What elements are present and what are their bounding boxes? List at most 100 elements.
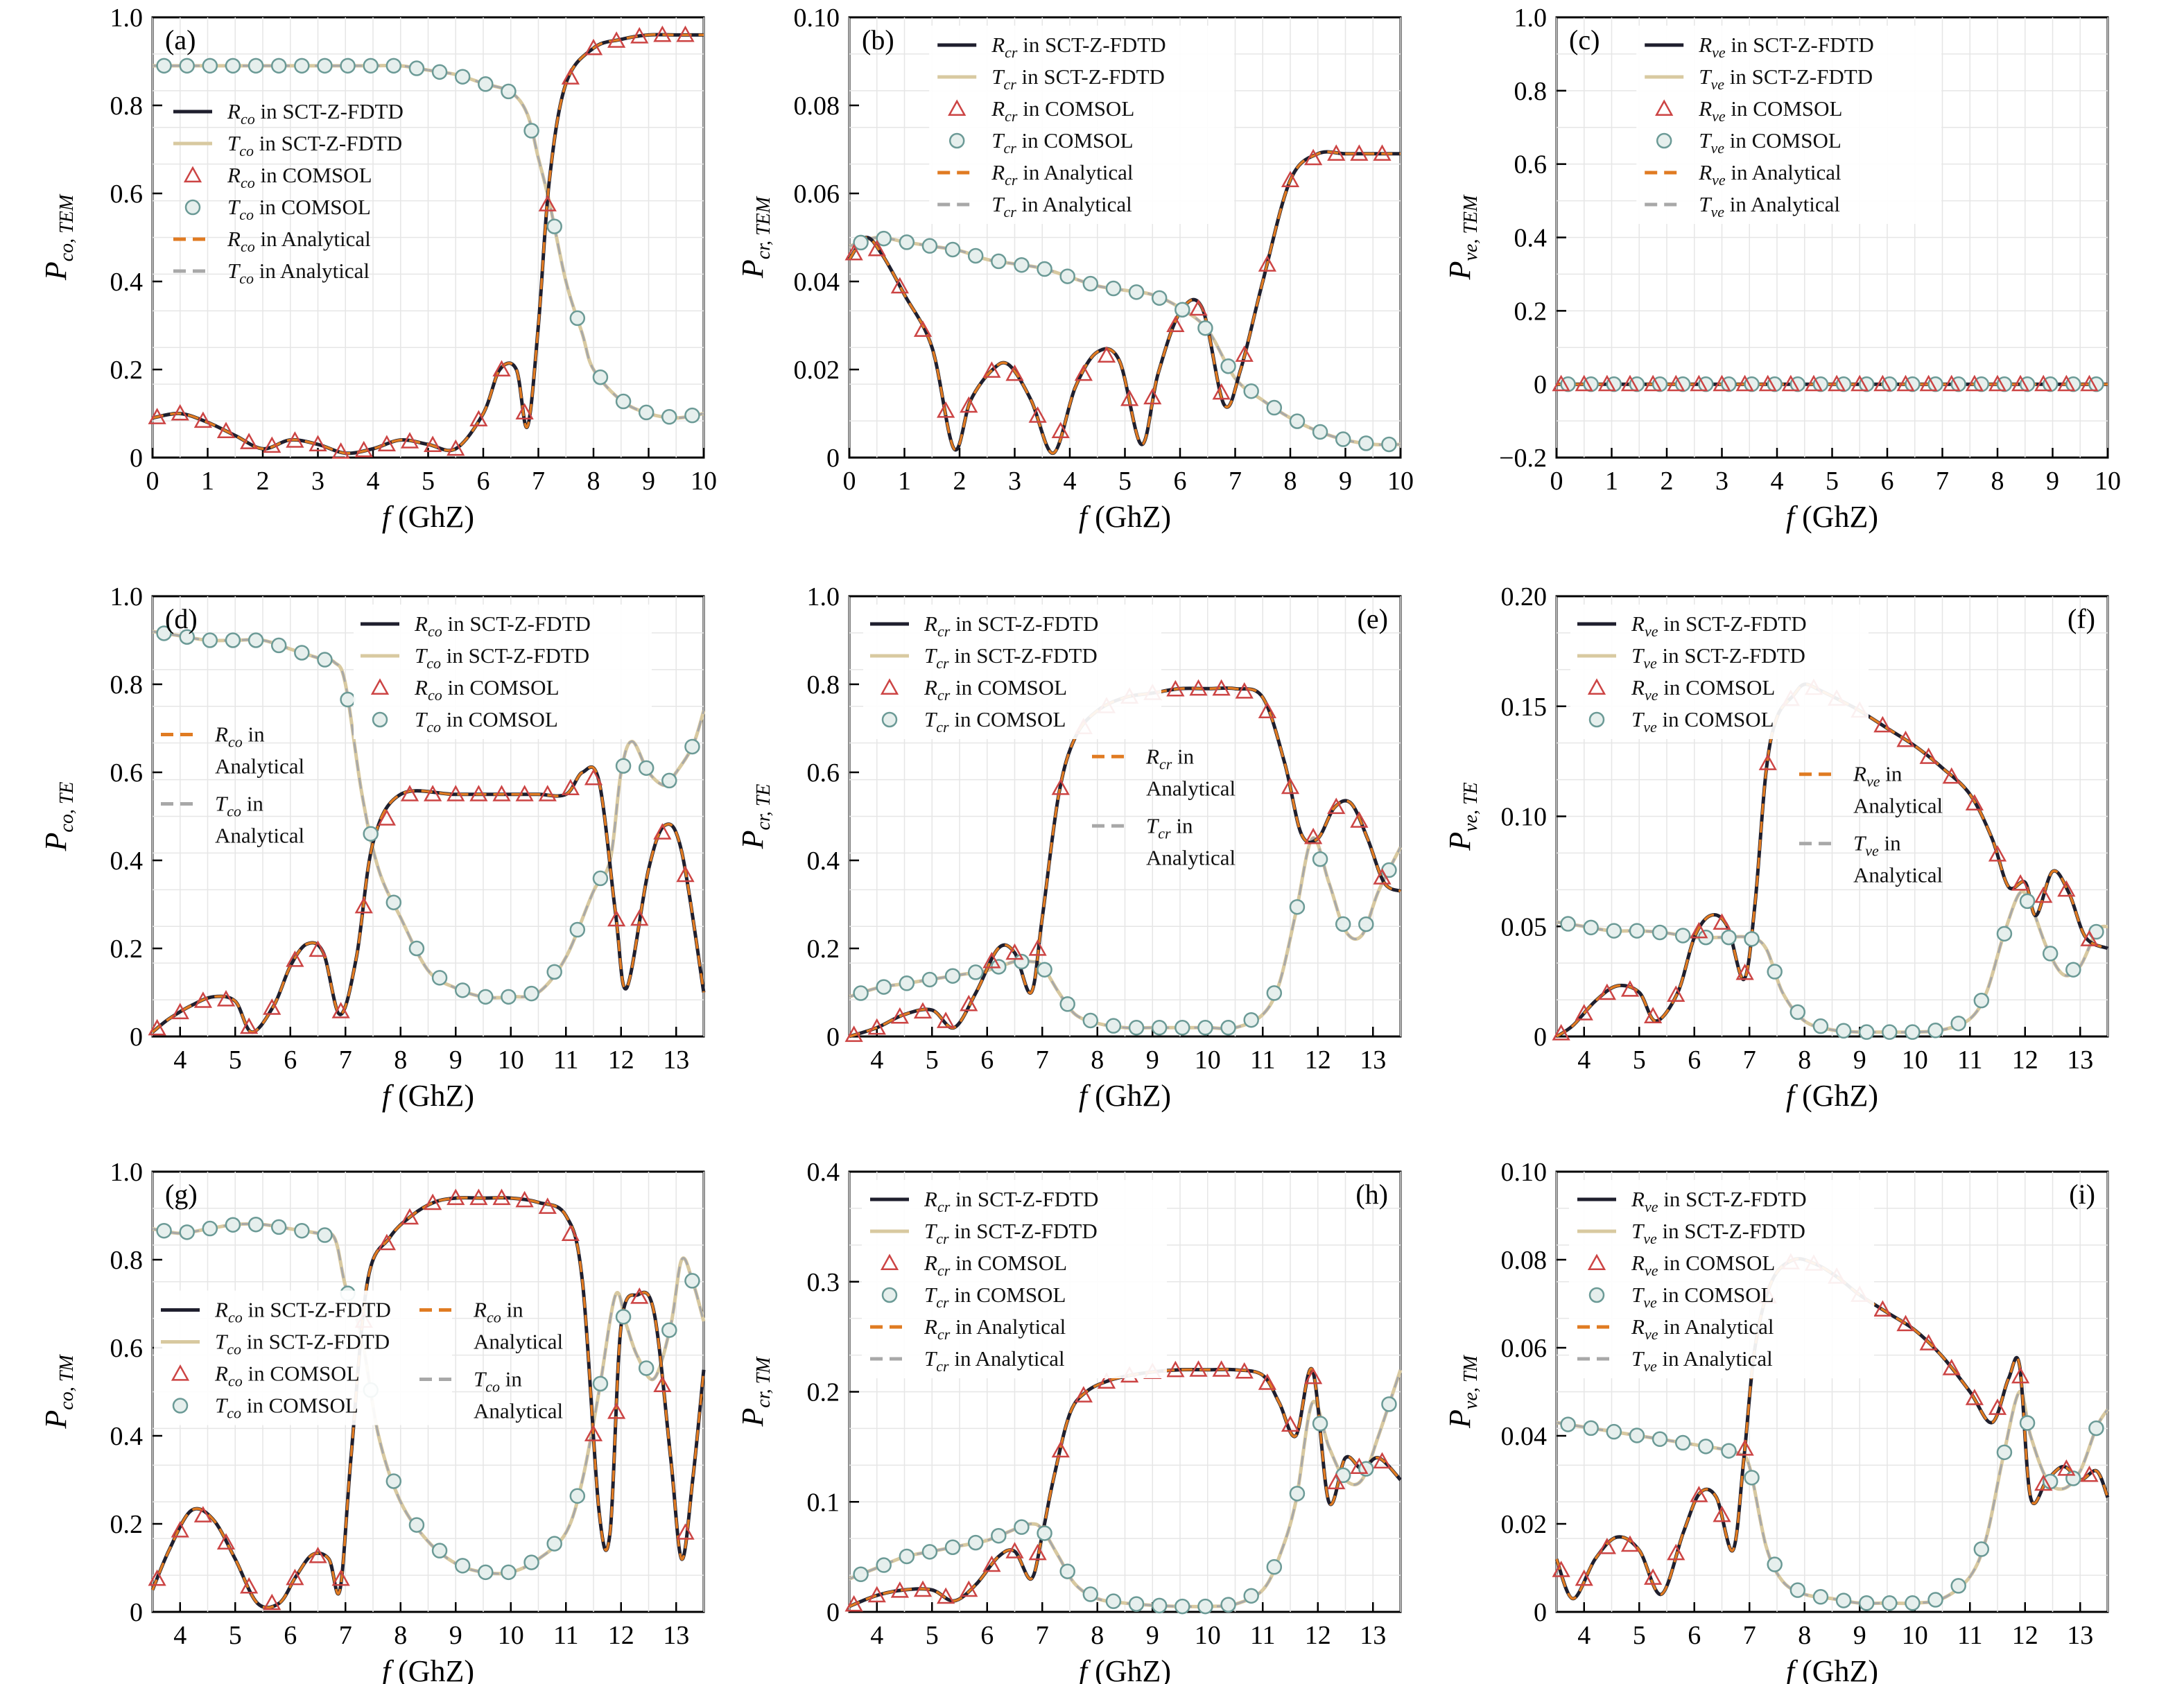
legend-label: Rcr in SCT-Z-FDTD (991, 33, 1165, 61)
legend-subscript: co (227, 1341, 241, 1358)
legend-suffix: in COMSOL (241, 1394, 358, 1418)
x-tick-label: 4 (173, 1045, 187, 1075)
y-tick-label: 0.1 (807, 1488, 840, 1517)
x-tick-label: 4 (367, 467, 380, 496)
legend-symbol-letter: R (1631, 1187, 1645, 1211)
comsol-R-point (1873, 374, 1892, 392)
legend-symbol-letter: R (1698, 33, 1712, 57)
x-axis-title: f (GhZ) (382, 1654, 474, 1684)
comsol-R-point (1965, 374, 1984, 392)
comsol-R-point (1166, 679, 1185, 697)
legend-label: Rco in (473, 1298, 523, 1326)
y-tick-label: 0.8 (807, 670, 840, 700)
comsol-R-point (1350, 1457, 1369, 1475)
legend-suffix: in SCT-Z-FDTD (1657, 1219, 1805, 1243)
comsol-R-point (216, 422, 236, 438)
comsol-T-point (270, 58, 287, 74)
x-tick-label: 7 (1229, 467, 1242, 496)
series-R-analytical-line (152, 33, 704, 455)
legend-symbol-letter: T (924, 1283, 938, 1307)
legend-label: Rco in COMSOL (414, 675, 560, 704)
legend-label: Tco in (474, 1367, 522, 1396)
legend-suffix: in Analytical (1726, 160, 1841, 184)
comsol-R-point (1189, 679, 1208, 696)
legend-subscript: co (228, 1309, 243, 1326)
comsol-T-point (1151, 1597, 1168, 1614)
y-axis-symbol: P (39, 833, 73, 852)
comsol-T-point (1629, 923, 1645, 939)
comsol-R-point (1644, 1568, 1663, 1585)
comsol-R-point (1713, 374, 1731, 392)
legend-triangle-symbol (1587, 678, 1606, 695)
legend-suffix: in SCT-Z-FDTD (1016, 64, 1165, 89)
x-tick-label: 5 (229, 1621, 242, 1650)
legend-subscript: ve (1645, 1198, 1658, 1215)
comsol-R-point (1965, 1389, 1984, 1405)
legend-label: Rve in SCT-Z-FDTD (1631, 611, 1807, 640)
x-tick-label: 10 (1387, 467, 1414, 496)
gridlines (152, 1172, 704, 1612)
chart-panel-b: 0 0.02 0.04 0.06 0.08 0.10 0 1 2 3 4 5 6 7 8 9 10 f (GhZ)… (736, 3, 1414, 534)
comsol-R-point (960, 396, 978, 413)
comsol-T-point (1105, 1018, 1122, 1034)
series-R-analytical-line (151, 765, 705, 1034)
x-tick-label: 4 (870, 1045, 883, 1075)
comsol-T-point (340, 691, 356, 708)
legend-triangle-symbol (880, 678, 899, 695)
comsol-T-point (225, 1217, 241, 1233)
comsol-T-point (408, 60, 425, 76)
legend-suffix: in SCT-Z-FDTD (1724, 64, 1873, 89)
legend-suffix: in SCT-Z-FDTD (1658, 1187, 1806, 1211)
legend-label: Rcr in COMSOL (924, 1251, 1067, 1279)
x-tick-label: 6 (1881, 467, 1894, 496)
comsol-T-point (179, 629, 195, 645)
comsol-T-point (1335, 916, 1351, 932)
comsol-T-point (991, 253, 1007, 270)
x-tick-label: 6 (1688, 1621, 1701, 1650)
comsol-R-point (492, 785, 511, 801)
comsol-T-point (1721, 1443, 1737, 1459)
comsol-R-point (1235, 1362, 1254, 1379)
legend-label: Rco in SCT-Z-FDTD (214, 1298, 391, 1326)
comsol-T-point (1128, 1020, 1145, 1036)
comsol-T-point (523, 985, 539, 1002)
legend-circle-symbol (881, 711, 898, 728)
legend-symbol-letter: T (1699, 192, 1713, 216)
comsol-R-point (1988, 1398, 2007, 1415)
comsol-T-point (1175, 1020, 1190, 1036)
y-tick-label: 0 (1534, 1598, 1547, 1627)
comsol-R-point (2057, 880, 2076, 897)
legend-circle-symbol (1588, 1287, 1605, 1303)
comsol-R-point (171, 403, 189, 421)
x-tick-label: 0 (1550, 467, 1563, 496)
x-tick-label: 11 (553, 1621, 579, 1650)
y-tick-label: 0.02 (1501, 1510, 1548, 1539)
comsol-R-point (492, 1188, 511, 1206)
legend-symbol-letter: T (924, 643, 938, 668)
comsol-R-point (447, 1188, 465, 1206)
comsol-R-point (2034, 886, 2053, 903)
comsol-R-point (309, 940, 327, 957)
comsol-T-point (1312, 424, 1328, 440)
x-ticks: 4 5 6 7 8 9 10 11 12 13 (870, 1602, 1386, 1650)
x-tick-label: 8 (1798, 1045, 1811, 1075)
comsol-T-point (431, 64, 448, 80)
comsol-T-point (1905, 1595, 1921, 1611)
comsol-R-point (1281, 777, 1300, 795)
comsol-R-point (584, 768, 603, 785)
legend-suffix: in COMSOL (950, 675, 1067, 700)
comsol-R-point (913, 320, 933, 337)
comsol-R-point (1597, 1538, 1616, 1554)
legend-label: Tcr in Analytical (924, 1346, 1065, 1375)
comsol-T-point (1358, 916, 1374, 932)
comsol-T-point (225, 632, 241, 648)
legend-suffix: in SCT-Z-FDTD (1017, 33, 1165, 57)
legend-symbol-letter: T (924, 707, 938, 731)
y-axis-subscript: cr, TM (753, 1356, 774, 1408)
y-tick-label: 0.8 (110, 670, 144, 700)
x-axis-title: f (GhZ) (1786, 500, 1878, 534)
comsol-T-point (317, 58, 333, 74)
y-ticks: 0 0.2 0.4 0.6 0.8 1.0 (110, 582, 162, 1052)
comsol-T-point (431, 1543, 448, 1559)
